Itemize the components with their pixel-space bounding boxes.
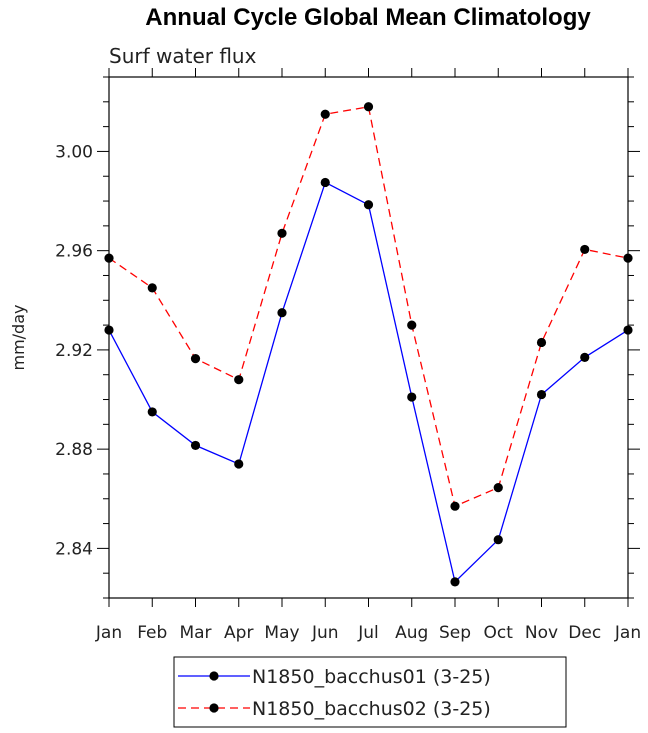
series-1-point [104,325,114,335]
series-1-point [363,200,374,210]
x-tick-label: Jan [614,623,641,643]
plot-frame [108,76,629,599]
x-tick-label: Dec [568,623,601,643]
x-tick-label: Jul [357,623,379,643]
x-tick-label: Jun [311,623,339,643]
y-tick-label: 2.92 [55,341,93,361]
series-1-point [147,407,157,417]
series-2-point [493,482,503,493]
x-tick-label: Oct [484,623,514,643]
series-1-point [493,535,503,545]
x-tick-label: May [264,623,299,643]
series-1-point [580,352,590,362]
series-2-point [190,353,201,364]
chart-subtitle: Surf water flux [109,44,257,68]
chart-title: Annual Cycle Global Mean Climatology [145,4,591,31]
series-1-point [450,577,460,587]
series-2-point [407,320,417,330]
series-1-point [234,459,244,469]
series-line-2 [108,106,629,508]
legend-marker-2 [209,703,219,713]
axis-ticks: Jan Feb Mar Apr May Jun Jul Aug Sep Oct Nov Dec Jan 2… [55,68,641,643]
legend: N1850_bacchus01 (3-25) N1850_bacchus02 (3… [173,656,567,728]
series-layer [104,102,633,587]
legend-label-1: N1850_bacchus01 (3-25) [252,666,491,688]
series-2-point [104,253,114,263]
series-2-point [450,501,460,511]
series-1-point [277,308,287,318]
series-1-point [407,392,417,402]
y-tick-label: 3.00 [55,142,93,162]
series-1-point [623,325,633,335]
series-2-point [277,228,287,238]
series-1-point [536,389,547,400]
series-2-point [363,102,374,112]
series-2-point [320,109,330,119]
legend-marker-1 [209,671,219,681]
x-tick-label: Jan [95,623,122,643]
x-tick-label: Nov [525,623,558,643]
y-tick-label: 2.96 [55,242,93,262]
legend-box [173,656,567,728]
series-line-1 [108,181,629,584]
x-tick-label: Mar [179,623,211,643]
series-2-point [147,283,157,293]
y-tick-label: 2.84 [55,539,93,559]
series-2-point [580,244,590,255]
series-1-point [190,440,201,451]
series-2-point [536,337,547,348]
x-tick-label: Apr [224,623,253,643]
x-tick-label: Feb [137,623,167,643]
x-tick-label: Sep [439,623,471,643]
y-tick-label: 2.88 [55,440,93,460]
legend-label-2: N1850_bacchus02 (3-25) [252,698,491,720]
series-2-point [623,253,633,263]
x-tick-label: Aug [395,623,428,643]
y-axis-label: mm/day [9,305,28,371]
series-1-point [320,177,330,188]
series-2-point [234,375,244,385]
